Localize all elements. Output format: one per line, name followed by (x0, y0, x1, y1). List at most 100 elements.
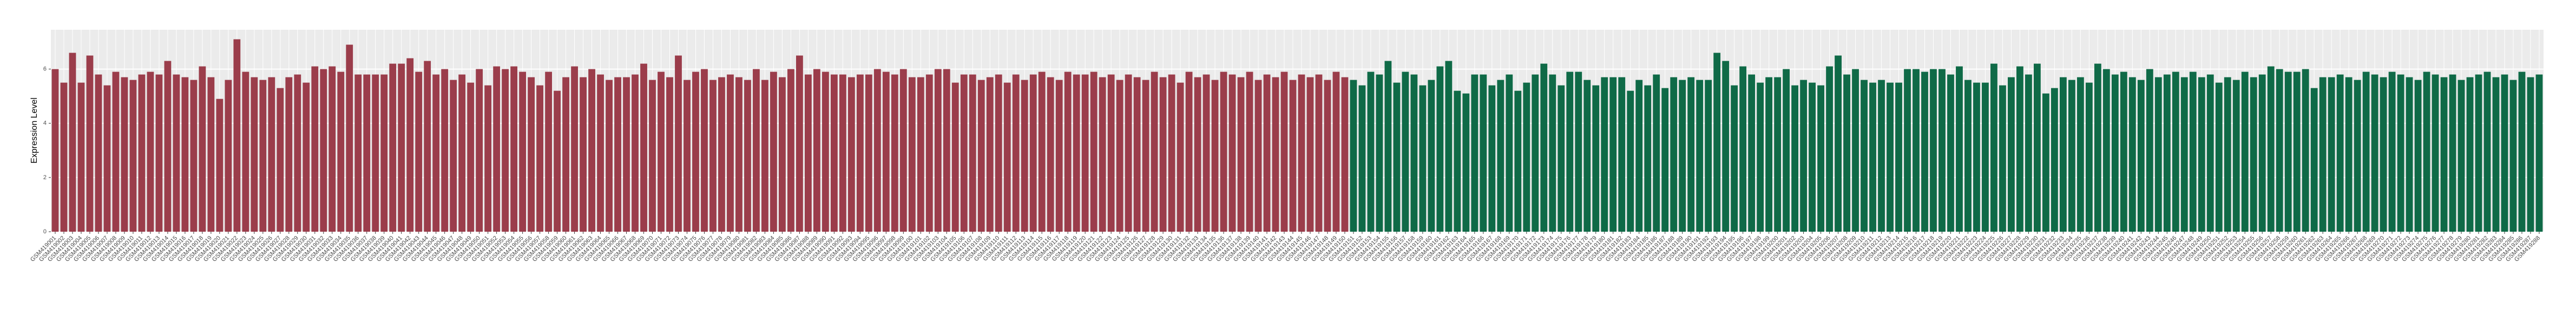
bar (1480, 74, 1487, 232)
bar (1202, 74, 1210, 232)
bar (917, 77, 924, 232)
bar (2527, 77, 2534, 232)
bar (519, 71, 527, 232)
bar (839, 74, 846, 232)
bar (285, 77, 293, 232)
bar (1791, 85, 1798, 232)
bar (649, 80, 656, 232)
bar (86, 55, 94, 232)
bar (2509, 80, 2517, 232)
bar (1151, 71, 1158, 232)
bar (597, 74, 604, 232)
bar (1990, 63, 1997, 232)
bar (744, 80, 751, 232)
bar (2180, 77, 2188, 232)
bar (1341, 77, 1349, 232)
bar (1670, 77, 1678, 232)
bar (2423, 71, 2430, 232)
bar (346, 44, 353, 232)
bar (233, 39, 241, 232)
bar (328, 66, 336, 232)
bar (735, 77, 742, 232)
bar (363, 74, 371, 232)
bar (2501, 74, 2508, 232)
bar (588, 69, 595, 232)
bar (2215, 82, 2223, 232)
bar (1783, 69, 1790, 232)
bar (155, 74, 163, 232)
bar (1393, 82, 1401, 232)
bar (1618, 77, 1626, 232)
bar (822, 71, 829, 232)
bar (1566, 71, 1574, 232)
bar (173, 74, 180, 232)
bar (2051, 88, 2058, 232)
bar (796, 55, 803, 232)
bar (1938, 69, 1946, 232)
bar (1904, 69, 1911, 232)
bar (1757, 82, 1764, 232)
bar (1601, 77, 1608, 232)
bar (467, 82, 475, 232)
bar (380, 74, 388, 232)
bar (1003, 82, 1011, 232)
bar (1523, 82, 1530, 232)
bar (640, 63, 647, 232)
bar (1410, 74, 1418, 232)
bar (441, 69, 449, 232)
bar (207, 77, 215, 232)
bar (580, 77, 587, 232)
bar (2120, 71, 2127, 232)
bar (484, 85, 492, 232)
bar (2336, 74, 2344, 232)
bar (1722, 61, 1730, 232)
bar (406, 58, 414, 232)
bar (2102, 69, 2110, 232)
bar (164, 61, 172, 232)
bar (2094, 63, 2101, 232)
bar (2397, 74, 2404, 232)
bar (753, 69, 760, 232)
bar (1661, 88, 1669, 232)
bar (60, 82, 68, 232)
bar (294, 74, 301, 232)
bar (1921, 71, 1928, 232)
bar (2137, 80, 2145, 232)
bar (2034, 63, 2041, 232)
bar (1947, 74, 1954, 232)
bar (181, 77, 189, 232)
bar (1159, 77, 1167, 232)
bar (2483, 71, 2491, 232)
bar (528, 77, 535, 232)
bar (251, 77, 258, 232)
bar (1930, 69, 1937, 232)
bar (1817, 85, 1824, 232)
bar (1298, 74, 1305, 232)
y-tick-label: 0 (43, 228, 47, 235)
bar (1895, 82, 1902, 232)
bar (2241, 71, 2249, 232)
bar (311, 66, 319, 232)
bar (121, 77, 128, 232)
bar (1540, 63, 1548, 232)
bar (1861, 80, 1868, 232)
bar (727, 74, 734, 232)
bar (571, 66, 578, 232)
bar (2380, 77, 2387, 232)
bar (1237, 77, 1245, 232)
bar (1350, 80, 1357, 232)
bar (1038, 71, 1046, 232)
bar (354, 74, 362, 232)
y-tick-label: 4 (43, 120, 47, 127)
bar (830, 74, 838, 232)
bar (1679, 80, 1686, 232)
bar (242, 71, 249, 232)
bar (1800, 80, 1807, 232)
bar (268, 77, 275, 232)
bar (761, 80, 768, 232)
bar (1506, 74, 1513, 232)
bar (277, 88, 284, 232)
bar (1964, 80, 1972, 232)
bar (1471, 74, 1478, 232)
bar (2128, 77, 2136, 232)
